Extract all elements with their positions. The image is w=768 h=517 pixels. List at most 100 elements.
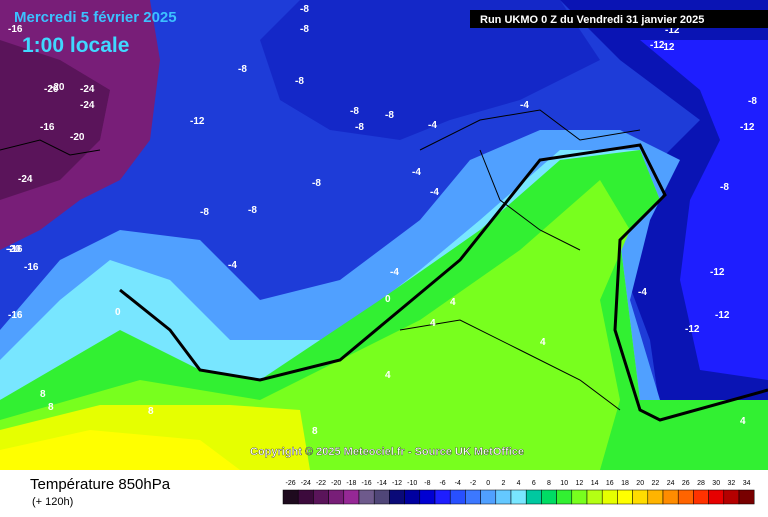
contour-label: -4	[428, 120, 437, 131]
legend-label: 10	[560, 480, 568, 487]
legend-label: 34	[743, 480, 751, 487]
contour-label: -16	[40, 122, 55, 133]
legend-label: -16	[362, 480, 372, 487]
legend-swatch	[480, 489, 497, 505]
contour-label: -16	[24, 262, 39, 273]
legend-label: 28	[697, 480, 705, 487]
contour-label: -12	[650, 40, 665, 51]
contour-label: -8	[312, 178, 321, 189]
legend-swatch	[601, 489, 618, 505]
legend-swatch	[419, 489, 436, 505]
legend-label: -22	[316, 480, 326, 487]
contour-label: -8	[200, 207, 209, 218]
legend-swatch	[586, 489, 603, 505]
contour-label: -8	[748, 96, 757, 107]
contour-label: -12	[715, 310, 730, 321]
legend-swatch	[282, 489, 299, 505]
run-box	[470, 10, 768, 28]
legend-swatch	[723, 489, 740, 505]
contour-label: -12	[665, 25, 680, 36]
legend-swatch	[373, 489, 390, 505]
legend-swatch	[647, 489, 664, 505]
contour-label: 4	[430, 318, 436, 329]
legend-label: -8	[424, 480, 430, 487]
legend-label: 16	[606, 480, 614, 487]
contour-label: -20	[6, 244, 21, 255]
contour-label: -24	[18, 174, 33, 185]
contour-label: 0	[385, 294, 391, 305]
footer-title: Température 850hPa	[30, 476, 171, 493]
legend-swatch	[693, 489, 709, 505]
contour-label: -16	[8, 24, 23, 35]
legend-swatch	[313, 489, 329, 505]
cold-area	[640, 40, 768, 380]
contour-label: 8	[40, 389, 46, 400]
contour-label: -8	[350, 106, 359, 117]
legend-swatch	[495, 489, 512, 505]
contour-label: -20	[50, 82, 65, 93]
contour-label: 8	[48, 402, 54, 413]
contour-label: 8	[148, 406, 154, 417]
subtitle: 1:00 locale	[22, 34, 129, 57]
legend-label: 6	[532, 480, 536, 487]
legend-label: -6	[439, 480, 445, 487]
warm-area	[0, 430, 240, 470]
contour-label: -20	[44, 84, 59, 95]
warm-area	[0, 180, 630, 470]
contour-label: 4	[740, 416, 746, 427]
legend-swatch	[297, 489, 314, 505]
contour-label: -24	[80, 84, 95, 95]
contour-label: -4	[228, 260, 237, 271]
legend-label: 26	[682, 480, 690, 487]
legend-swatch	[525, 489, 542, 505]
contour-label: -4	[412, 167, 421, 178]
legend-swatch	[404, 489, 421, 505]
legend-label: -4	[455, 480, 461, 487]
contour-label: -8	[355, 122, 364, 133]
legend-label: 22	[652, 480, 660, 487]
legend-label: -20	[331, 480, 341, 487]
legend-swatch	[328, 489, 345, 505]
contour-label: -12	[710, 267, 725, 278]
legend-label: -26	[286, 480, 296, 487]
run-text: Run UKMO 0 Z du Vendredi 31 janvier 2025	[480, 14, 704, 26]
contour-label: 4	[385, 370, 391, 381]
legend-label: 0	[486, 480, 490, 487]
legend-label: -14	[377, 480, 387, 487]
legend-label: -18	[346, 480, 356, 487]
legend-label: 32	[728, 480, 736, 487]
contour-label: -16	[8, 244, 23, 255]
legend-swatch	[738, 489, 755, 505]
legend-swatch	[571, 489, 588, 505]
legend-label: 12	[576, 480, 584, 487]
cold-area	[260, 0, 600, 140]
contour-label: -12	[660, 42, 675, 53]
legend-swatch	[632, 489, 649, 505]
contour-label: -16	[8, 310, 23, 321]
contour-label: 4	[450, 297, 456, 308]
contour-label: -8	[300, 4, 309, 15]
contour-label: -24	[80, 100, 95, 111]
contour-label: -8	[238, 64, 247, 75]
legend-swatch	[389, 489, 405, 505]
near-zero-area	[0, 150, 660, 400]
contour-label: 0	[115, 307, 121, 318]
contour-label: -4	[430, 187, 439, 198]
legend-label: 18	[621, 480, 629, 487]
contour-label: -12	[685, 324, 700, 335]
legend-label: 20	[636, 480, 644, 487]
coastline	[0, 109, 641, 411]
contour-label: -8	[295, 76, 304, 87]
isotherm	[119, 143, 768, 422]
contour-label: -4	[638, 287, 647, 298]
contour-label: -4	[390, 267, 399, 278]
legend-swatch	[708, 489, 725, 505]
legend-label: 24	[667, 480, 675, 487]
legend-swatch	[662, 489, 679, 505]
contour-label: -12	[740, 122, 755, 133]
legend-label: -12	[392, 480, 402, 487]
legend-swatch	[541, 489, 557, 505]
legend-swatch	[465, 489, 481, 505]
footer-lead: (+ 120h)	[32, 496, 73, 508]
